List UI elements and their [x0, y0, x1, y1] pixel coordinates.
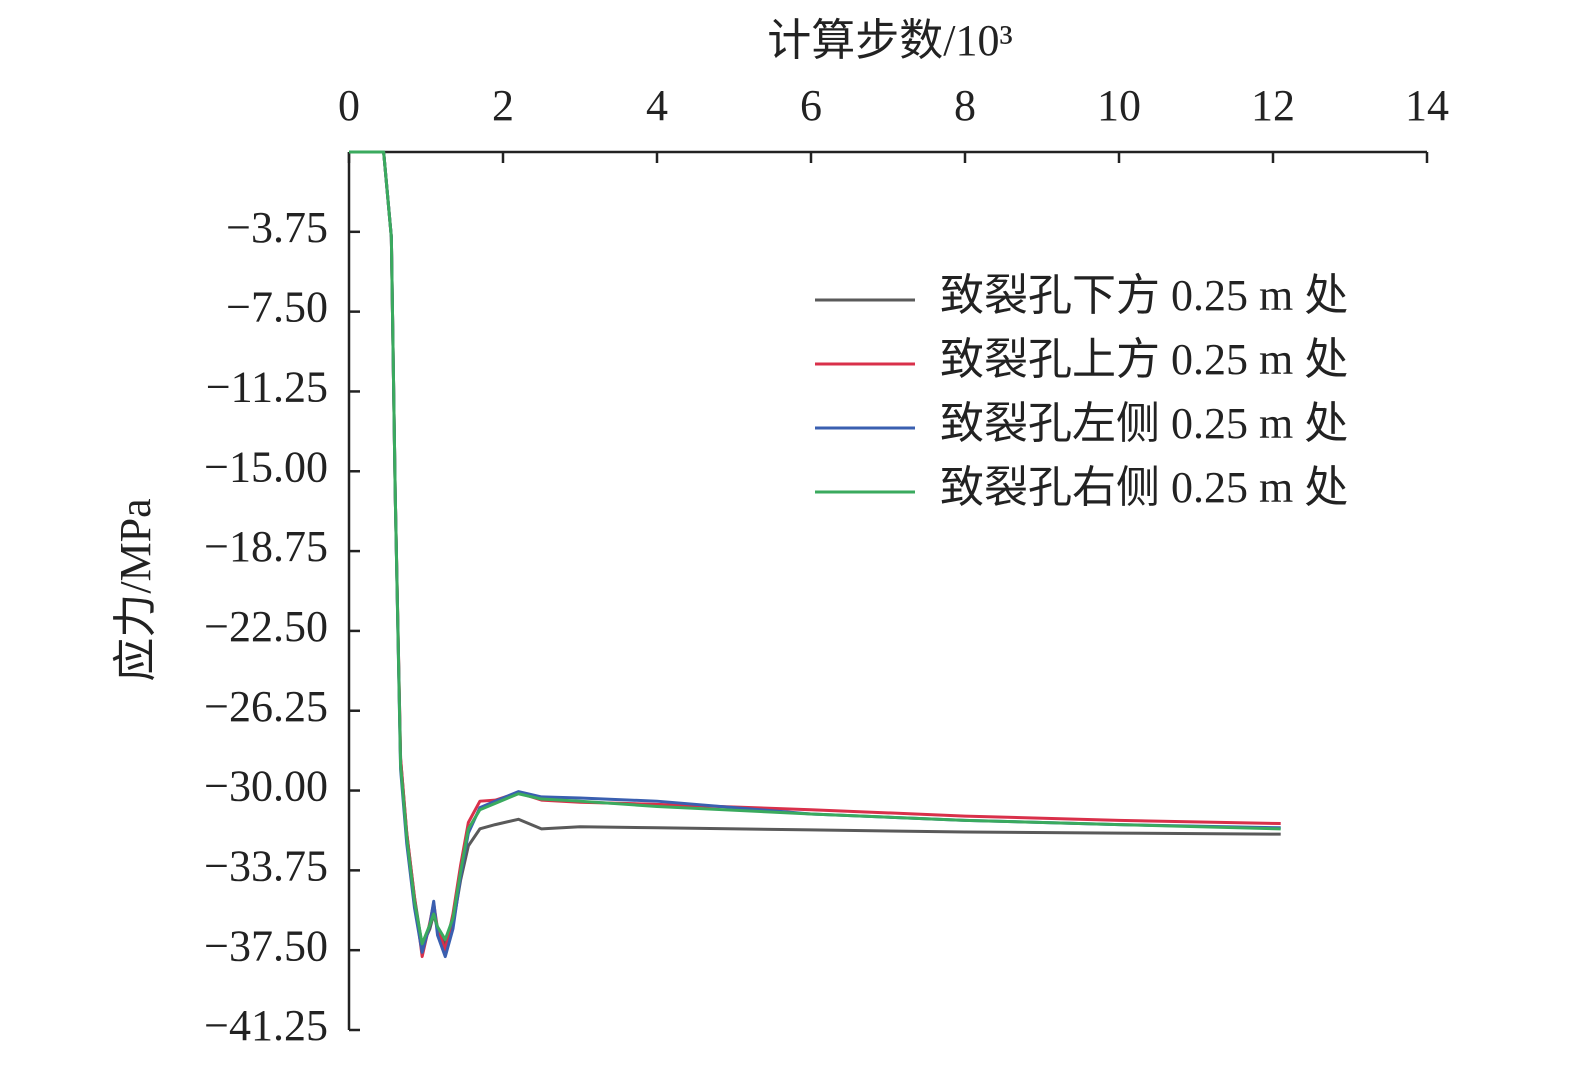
legend-label: 致裂孔右侧 0.25 m 处 — [940, 463, 1348, 512]
x-tick-label: 4 — [646, 81, 668, 130]
x-tick-label: 14 — [1405, 81, 1449, 130]
y-tick-label: −11.25 — [206, 363, 328, 412]
y-axis-title: 应力/MPa — [111, 498, 160, 681]
y-tick-label: −26.25 — [204, 682, 328, 731]
y-tick-label: −3.75 — [226, 203, 328, 252]
legend-label: 致裂孔上方 0.25 m 处 — [940, 335, 1348, 384]
y-tick-label: −18.75 — [204, 522, 328, 571]
y-tick-label: −33.75 — [204, 841, 328, 890]
y-tick-label: −30.00 — [204, 762, 328, 811]
legend-label: 致裂孔下方 0.25 m 处 — [940, 271, 1348, 320]
x-tick-label: 12 — [1251, 81, 1295, 130]
y-tick-label: −7.50 — [226, 283, 328, 332]
y-tick-label: −37.50 — [204, 921, 328, 970]
y-tick-label: −41.25 — [204, 1001, 328, 1050]
y-tick-label: −15.00 — [204, 442, 328, 491]
legend-label: 致裂孔左侧 0.25 m 处 — [940, 399, 1348, 448]
y-tick-label: −22.50 — [204, 602, 328, 651]
x-tick-label: 8 — [954, 81, 976, 130]
x-axis-title: 计算步数/10³ — [767, 16, 1012, 65]
x-tick-label: 6 — [800, 81, 822, 130]
series-line — [349, 150, 1281, 946]
x-tick-label: 2 — [492, 81, 514, 130]
x-tick-label: 10 — [1097, 81, 1141, 130]
x-tick-label: 0 — [338, 81, 360, 130]
